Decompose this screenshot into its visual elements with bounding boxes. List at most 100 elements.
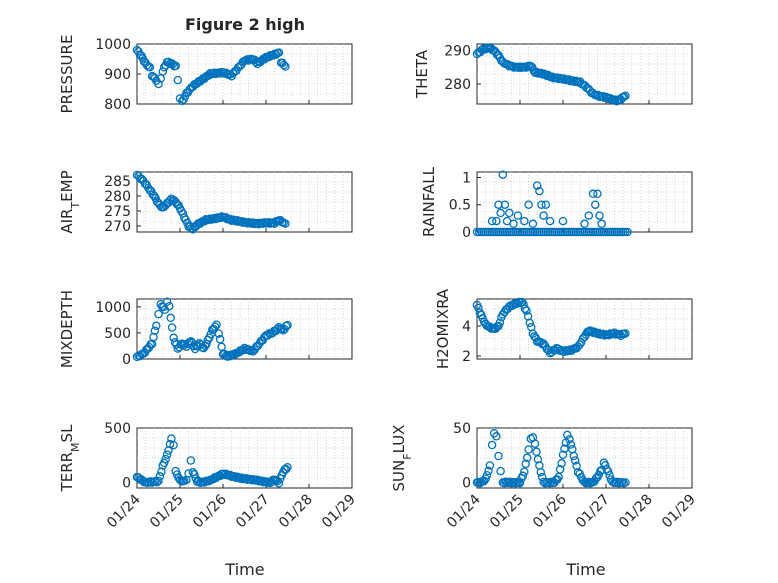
terr-msl-data-point <box>155 472 165 481</box>
sun-flux-ytick-label: 50 <box>453 421 471 437</box>
h2omixra-ylabel: H2OMIXRA <box>434 288 452 369</box>
pressure-data-point <box>177 96 187 106</box>
mixdepth-data-point <box>162 297 172 307</box>
rainfall-data-point <box>535 186 544 196</box>
terr-msl-data-point <box>165 439 175 449</box>
sun-flux-data-point <box>521 459 530 469</box>
mixdepth-data-point <box>212 320 221 329</box>
sun-flux-data-point <box>584 477 594 487</box>
mixdepth-data-point <box>244 345 254 354</box>
theta-data-point <box>610 95 620 104</box>
mixdepth-ytick-label: 500 <box>104 326 131 342</box>
terr-msl-data-point <box>159 458 169 468</box>
rainfall-ytick-label: 0 <box>462 225 471 241</box>
sun-flux-data-point <box>522 453 532 463</box>
mixdepth-data-point <box>154 309 163 319</box>
mixdepth-data-point <box>277 324 287 334</box>
xtick-label: 01/27 <box>573 492 613 532</box>
panel-pressure: PRESSURE 800 900 1000 <box>58 35 353 113</box>
mixdepth-data-point <box>143 344 153 354</box>
sun-flux-data-point <box>555 465 565 474</box>
rainfall-data-point <box>541 200 551 209</box>
xtick-label: 01/28 <box>616 492 656 532</box>
sun-flux-data-point <box>474 477 483 487</box>
h2omixra-data-point <box>608 329 618 339</box>
h2omixra-data-point <box>525 318 534 328</box>
sun-flux-data-point <box>526 434 536 443</box>
h2omixra-data-point <box>522 306 531 315</box>
terr-msl-ylabel: TERRMSL <box>58 424 82 493</box>
air-temp-ylabel-main: AIR <box>58 209 76 234</box>
rainfall-data-point <box>487 216 497 226</box>
terr-msl-data-point <box>157 467 166 477</box>
pressure-data-point <box>175 94 185 103</box>
mixdepth-data-point <box>150 326 160 335</box>
sun-flux-ytick-label: 0 <box>462 476 471 492</box>
rainfall-ylabel: RAINFALL <box>420 166 438 237</box>
panel-theta: THETA 280 290 <box>413 43 693 106</box>
rainfall-data-point <box>496 208 505 218</box>
panel-mixdepth: MIXDEPTH 0 500 1000 <box>58 290 353 368</box>
right-xlabel: Time <box>565 560 605 579</box>
air-temp-ylabel: AIRTEMP <box>58 170 82 233</box>
sun-flux-data-point <box>603 466 613 476</box>
sun-flux-data-point <box>536 467 546 477</box>
air-temp-ytick-label: 285 <box>104 174 131 190</box>
rainfall-data-point <box>505 208 514 218</box>
mixdepth-data-point <box>166 313 175 323</box>
theta-ytick-label: 280 <box>444 77 471 93</box>
terr-msl-data-point <box>186 456 196 465</box>
terr-msl-data-point <box>274 479 284 488</box>
terr-msl-data-point <box>151 477 160 486</box>
sun-flux-ylabel-rest: LUX <box>390 425 408 454</box>
pressure-ytick-label: 1000 <box>95 37 131 53</box>
rainfall-data-point <box>580 219 589 229</box>
xtick-label: 01/25 <box>487 492 527 532</box>
xtick-label: 01/27 <box>233 492 273 532</box>
sun-flux-data-point <box>515 478 525 488</box>
h2omixra-data-point <box>621 329 630 338</box>
rainfall-data-point <box>597 219 606 229</box>
rainfall-data-point <box>545 216 555 226</box>
sun-flux-data-point <box>492 432 501 441</box>
rainfall-ytick-label: 0.5 <box>449 198 471 214</box>
rainfall-data-point <box>513 211 523 220</box>
pressure-axes-frame <box>136 43 353 105</box>
sun-flux-data-point <box>496 466 505 476</box>
h2omixra-data-point <box>520 304 530 313</box>
sun-flux-data-point <box>558 450 568 459</box>
sun-flux-data-point <box>617 477 627 487</box>
air-temp-data-point <box>281 219 290 228</box>
xtick-label: 01/28 <box>276 492 316 532</box>
air-temp-data-point <box>145 186 155 195</box>
sun-flux-data-point <box>485 461 495 470</box>
air-temp-ylabel-rest: EMP <box>58 170 76 201</box>
pressure-data-point <box>274 48 284 57</box>
sun-flux-data-point <box>484 466 493 476</box>
xtick-label: 01/26 <box>530 491 570 531</box>
left-xlabel: Time <box>224 560 264 579</box>
sun-flux-data-point <box>566 440 576 449</box>
sun-flux-data-point <box>563 430 572 440</box>
rainfall-data-point <box>492 216 501 226</box>
terr-msl-data-point <box>154 476 163 486</box>
panel-h2omixra: H2OMIXRA 2 4 <box>434 288 693 369</box>
figure-title: Figure 2 high <box>185 15 305 34</box>
rainfall-data-point <box>532 181 542 190</box>
sun-flux-data-point <box>530 439 540 448</box>
rainfall-data-point <box>524 200 533 209</box>
xtick-label: 01/29 <box>319 492 359 532</box>
terr-msl-ylabel-sub: M <box>69 442 82 452</box>
mixdepth-ylabel: MIXDEPTH <box>58 290 76 368</box>
sun-flux-data-point <box>524 445 533 454</box>
sun-flux-ylabel: SUNFLUX <box>390 425 414 492</box>
terr-msl-data-point <box>283 463 292 472</box>
rainfall-data-point <box>623 227 632 237</box>
pressure-data-point <box>167 59 176 68</box>
air-temp-ytick-label: 270 <box>104 219 131 235</box>
xtick-label: 01/26 <box>190 491 230 531</box>
rainfall-data-point <box>593 189 602 199</box>
terr-msl-data-point <box>273 476 282 486</box>
